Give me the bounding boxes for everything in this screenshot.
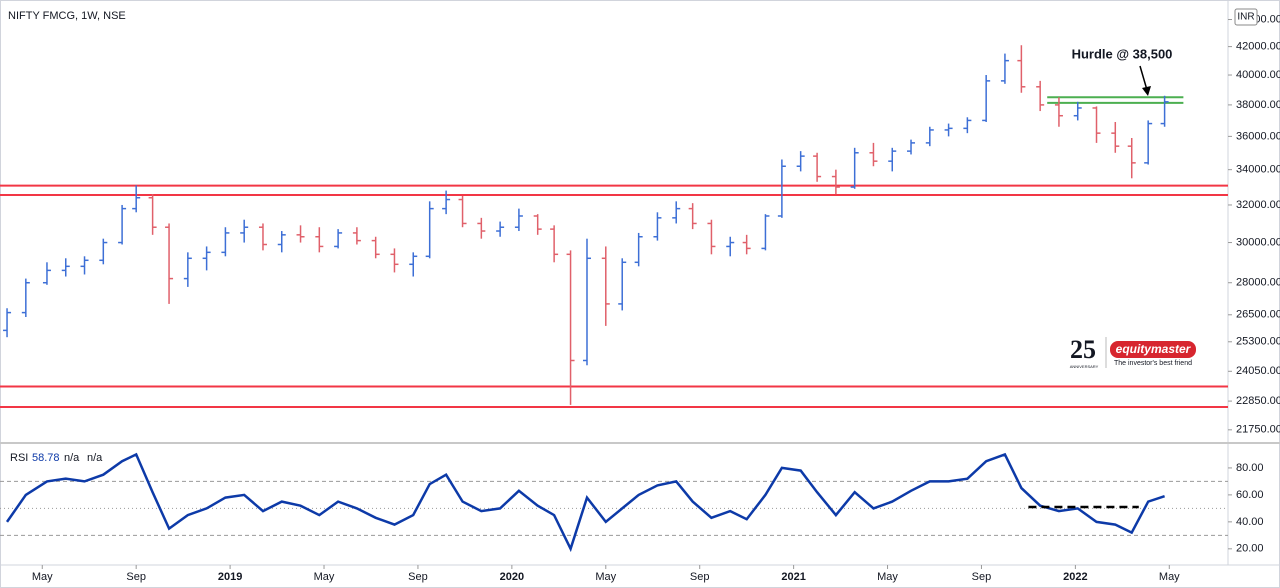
y-tick-label: 22850.00	[1236, 395, 1280, 407]
y-tick-label: 25300.00	[1236, 336, 1280, 348]
x-tick-label: Sep	[408, 571, 428, 583]
x-tick-label: 2020	[500, 571, 524, 583]
y-tick-label: 36000.00	[1236, 130, 1280, 142]
y-tick-label: 24050.00	[1236, 365, 1280, 377]
y-tick-label: 40000.00	[1236, 69, 1280, 81]
y-tick-label: 20.00	[1236, 543, 1264, 555]
symbol-title: NIFTY FMCG, 1W, NSE	[8, 10, 126, 22]
x-tick-label: May	[32, 571, 53, 583]
logo-number: 25	[1070, 335, 1096, 364]
logo-brand: equitymaster	[1116, 342, 1192, 356]
y-tick-label: 38000.00	[1236, 99, 1280, 111]
x-tick-label: 2021	[781, 571, 805, 583]
arrow-head	[1142, 86, 1151, 96]
x-tick-label: May	[877, 571, 898, 583]
x-tick-label: Sep	[126, 571, 146, 583]
x-tick-label: Sep	[972, 571, 992, 583]
x-tick-label: Sep	[690, 571, 710, 583]
logo-badge	[1110, 341, 1196, 358]
y-tick-label: 40.00	[1236, 516, 1264, 528]
y-tick-label: 32000.00	[1236, 199, 1280, 211]
annotation-arrow	[1139, 65, 1148, 91]
logo-caption: ANNIVERSARY	[1070, 364, 1099, 369]
logo-tagline: The investor's best friend	[1114, 360, 1192, 367]
y-tick-label: 28000.00	[1236, 277, 1280, 289]
x-tick-label: May	[314, 571, 335, 583]
logo: 25 ANNIVERSARY equitymaster The investor…	[1070, 335, 1196, 369]
y-tick-label: 34000.00	[1236, 164, 1280, 176]
y-tick-label: 21750.00	[1236, 424, 1280, 436]
x-tick-label: May	[595, 571, 616, 583]
y-tick-label: 30000.00	[1236, 236, 1280, 248]
rsi-extra: n/a	[87, 452, 103, 464]
rsi-last: 58.78	[32, 452, 60, 464]
y-tick-label: 80.00	[1236, 462, 1264, 474]
currency-badge	[1234, 8, 1258, 26]
y-tick-label: 60.00	[1236, 489, 1264, 501]
x-tick-label: May	[1159, 571, 1180, 583]
rsi-line	[5, 452, 1165, 553]
y-tick-label: 42000.00	[1236, 41, 1280, 53]
marks: 21750.00 22850.00 24050.00 25300.00 26500.00…	[0, 13, 1280, 583]
rsi-label: RSI	[10, 452, 28, 464]
rsi-extra: n/a	[64, 452, 80, 464]
y-tick-label: 26500.00	[1236, 309, 1280, 321]
currency: INR	[1237, 12, 1254, 23]
annotation: Hurdle @ 38,500	[1072, 46, 1173, 61]
x-tick-label: 2022	[1063, 571, 1087, 583]
x-tick-label: 2019	[218, 571, 242, 583]
